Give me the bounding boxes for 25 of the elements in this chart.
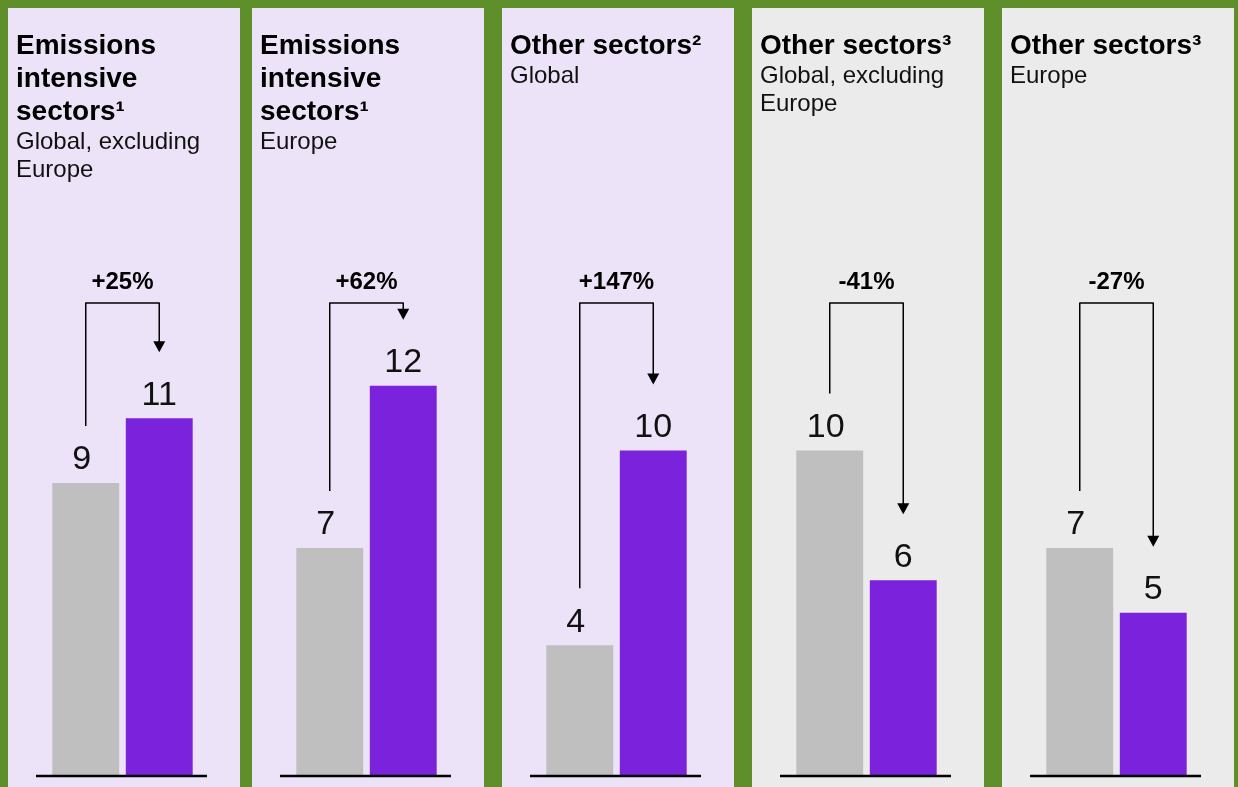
chart-subtitle: Global, excluding Europe	[16, 127, 202, 183]
data-label: 7	[316, 503, 336, 542]
chart-title: Other sectors³	[1010, 28, 1203, 61]
data-label: 11	[141, 373, 177, 412]
data-label: 5	[1143, 568, 1163, 607]
data-label: 12	[384, 341, 423, 380]
text: +147%	[578, 266, 655, 294]
data-label: 10	[634, 405, 673, 444]
chart-subtitle: Global	[510, 61, 581, 89]
text: -27%	[1088, 266, 1145, 294]
chart-title: Other sectors³	[760, 28, 953, 61]
chart-subtitle: Europe	[1010, 61, 1089, 89]
data-label: 10	[806, 405, 845, 444]
chart-subtitle: Europe	[260, 127, 339, 155]
chart-subtitle: Global, excluding Europe	[760, 61, 946, 117]
data-label: 4	[566, 600, 586, 639]
data-label: 7	[1066, 503, 1086, 542]
text: -41%	[838, 266, 895, 294]
text: +62%	[335, 266, 398, 294]
chart-title: Emissions intensive sectors¹	[16, 28, 158, 127]
chart-title: Emissions intensive sectors¹	[260, 28, 402, 127]
data-label: 6	[893, 535, 913, 574]
data-label: 9	[72, 438, 92, 477]
chart-title: Other sectors²	[510, 28, 703, 61]
text: +25%	[91, 266, 154, 294]
